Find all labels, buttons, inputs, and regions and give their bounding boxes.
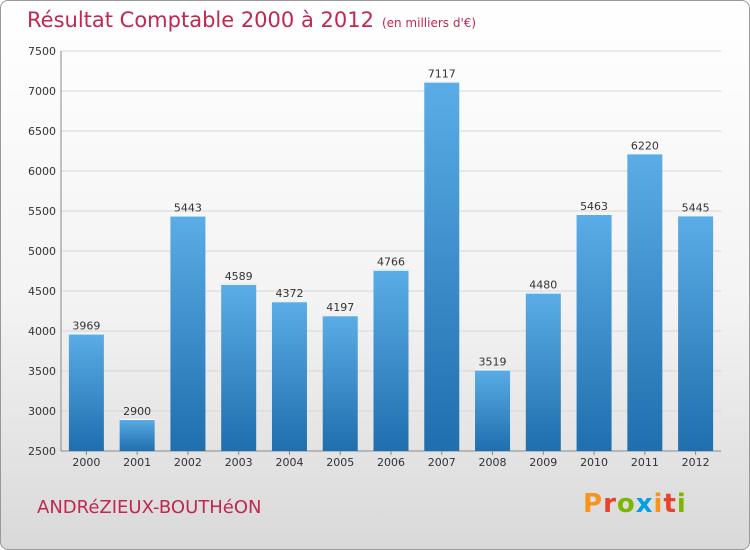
- data-label: 5445: [682, 201, 710, 214]
- data-label: 4589: [225, 270, 253, 283]
- data-label: 6220: [631, 139, 659, 152]
- x-tick-label: 2004: [275, 456, 303, 469]
- data-label: 3519: [479, 355, 507, 368]
- y-tick-label: 3000: [28, 405, 56, 418]
- bar[interactable]: [576, 213, 612, 451]
- x-tick-label: 2006: [377, 456, 405, 469]
- data-label: 5443: [174, 202, 202, 215]
- logo-letter: r: [603, 489, 617, 519]
- data-label: 4372: [275, 287, 303, 300]
- bar[interactable]: [373, 269, 409, 451]
- bar[interactable]: [322, 315, 358, 451]
- y-tick-label: 6000: [28, 165, 56, 178]
- y-tick-label: 7500: [28, 45, 56, 58]
- title-text: Résultat Comptable 2000 à 2012: [27, 8, 374, 32]
- x-tick-label: 2005: [326, 456, 354, 469]
- logo-letter: i: [653, 489, 664, 519]
- proxiti-logo[interactable]: Proxiti: [583, 489, 687, 519]
- bar[interactable]: [678, 215, 714, 451]
- data-label: 3969: [72, 319, 100, 332]
- place-name: ANDRéZIEUX-BOUTHéON: [37, 497, 262, 518]
- bar[interactable]: [170, 215, 206, 451]
- logo-letter: x: [635, 489, 654, 519]
- y-tick-label: 2500: [28, 445, 56, 458]
- data-label: 4197: [326, 301, 354, 314]
- bar[interactable]: [627, 153, 663, 451]
- x-tick-label: 2001: [123, 456, 151, 469]
- bar[interactable]: [221, 283, 257, 451]
- y-tick-label: 5500: [28, 205, 56, 218]
- bar[interactable]: [68, 333, 104, 451]
- x-tick-label: 2008: [479, 456, 507, 469]
- logo-letter: i: [676, 489, 687, 519]
- x-tick-label: 2010: [580, 456, 608, 469]
- logo-letter: t: [663, 489, 677, 519]
- y-tick-label: 6500: [28, 125, 56, 138]
- logo-letter: P: [583, 489, 604, 519]
- y-tick-label: 5000: [28, 245, 56, 258]
- chart-title: Résultat Comptable 2000 à 2012 (en millie…: [27, 8, 476, 32]
- bar[interactable]: [525, 292, 561, 451]
- x-tick-label: 2002: [174, 456, 202, 469]
- y-tick-label: 7000: [28, 85, 56, 98]
- data-label: 4766: [377, 256, 405, 269]
- x-tick-label: 2003: [225, 456, 253, 469]
- subtitle-text: (en milliers d'€): [381, 16, 477, 30]
- bar[interactable]: [271, 301, 307, 451]
- y-tick-label: 4000: [28, 325, 56, 338]
- y-tick-label: 3500: [28, 365, 56, 378]
- bar[interactable]: [475, 369, 511, 451]
- logo-letter: o: [616, 489, 636, 519]
- bar[interactable]: [424, 81, 460, 451]
- plot-area: 2500 3000 3500 4000 4500 5000 5500 6000 6500 7000…: [28, 45, 721, 469]
- y-tick-label: 4500: [28, 285, 56, 298]
- bar[interactable]: [119, 419, 155, 451]
- data-label: 5463: [580, 200, 608, 213]
- data-label: 2900: [123, 405, 151, 418]
- x-tick-label: 2012: [682, 456, 710, 469]
- x-tick-label: 2009: [529, 456, 557, 469]
- data-label: 4480: [529, 279, 557, 292]
- x-tick-label: 2011: [631, 456, 659, 469]
- x-tick-label: 2007: [428, 456, 456, 469]
- data-label: 7117: [428, 68, 456, 81]
- x-tick-label: 2000: [72, 456, 100, 469]
